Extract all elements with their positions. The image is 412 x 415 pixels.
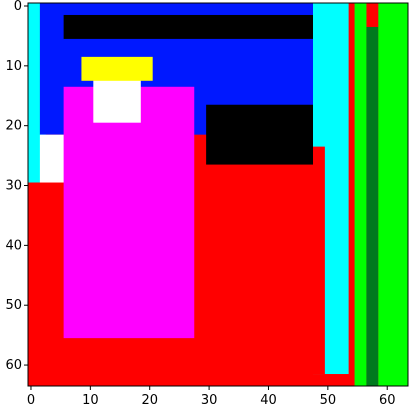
dark-green-strip — [366, 26, 379, 386]
y-tick-label: 40 — [5, 238, 22, 253]
far-right-green — [378, 3, 408, 386]
x-axis-ticks: 0 10 20 30 40 50 60 — [27, 386, 396, 408]
x-tick-label: 10 — [82, 393, 99, 408]
top-black-band — [63, 14, 325, 39]
mid-black-blob — [206, 104, 313, 165]
y-tick-label: 10 — [5, 59, 22, 74]
y-axis-ticks: 0 10 20 30 40 50 60 — [5, 0, 28, 373]
x-tick-label: 60 — [379, 393, 396, 408]
y-tick-label: 60 — [5, 358, 22, 373]
pixel-grid — [28, 3, 408, 386]
x-tick-label: 40 — [260, 393, 277, 408]
plot-frame — [27, 2, 409, 387]
x-tick-label: 0 — [27, 393, 35, 408]
yellow-outline — [81, 56, 153, 81]
right-red-body — [188, 146, 325, 375]
y-tick-label: 20 — [5, 119, 22, 134]
right-green-band — [354, 3, 367, 386]
y-tick-label: 0 — [14, 0, 22, 14]
magenta-figure — [63, 86, 195, 339]
y-tick-label: 30 — [5, 179, 22, 194]
x-tick-label: 50 — [320, 393, 337, 408]
x-tick-label: 20 — [141, 393, 158, 408]
x-tick-label: 30 — [201, 393, 218, 408]
y-tick-label: 50 — [5, 298, 22, 313]
